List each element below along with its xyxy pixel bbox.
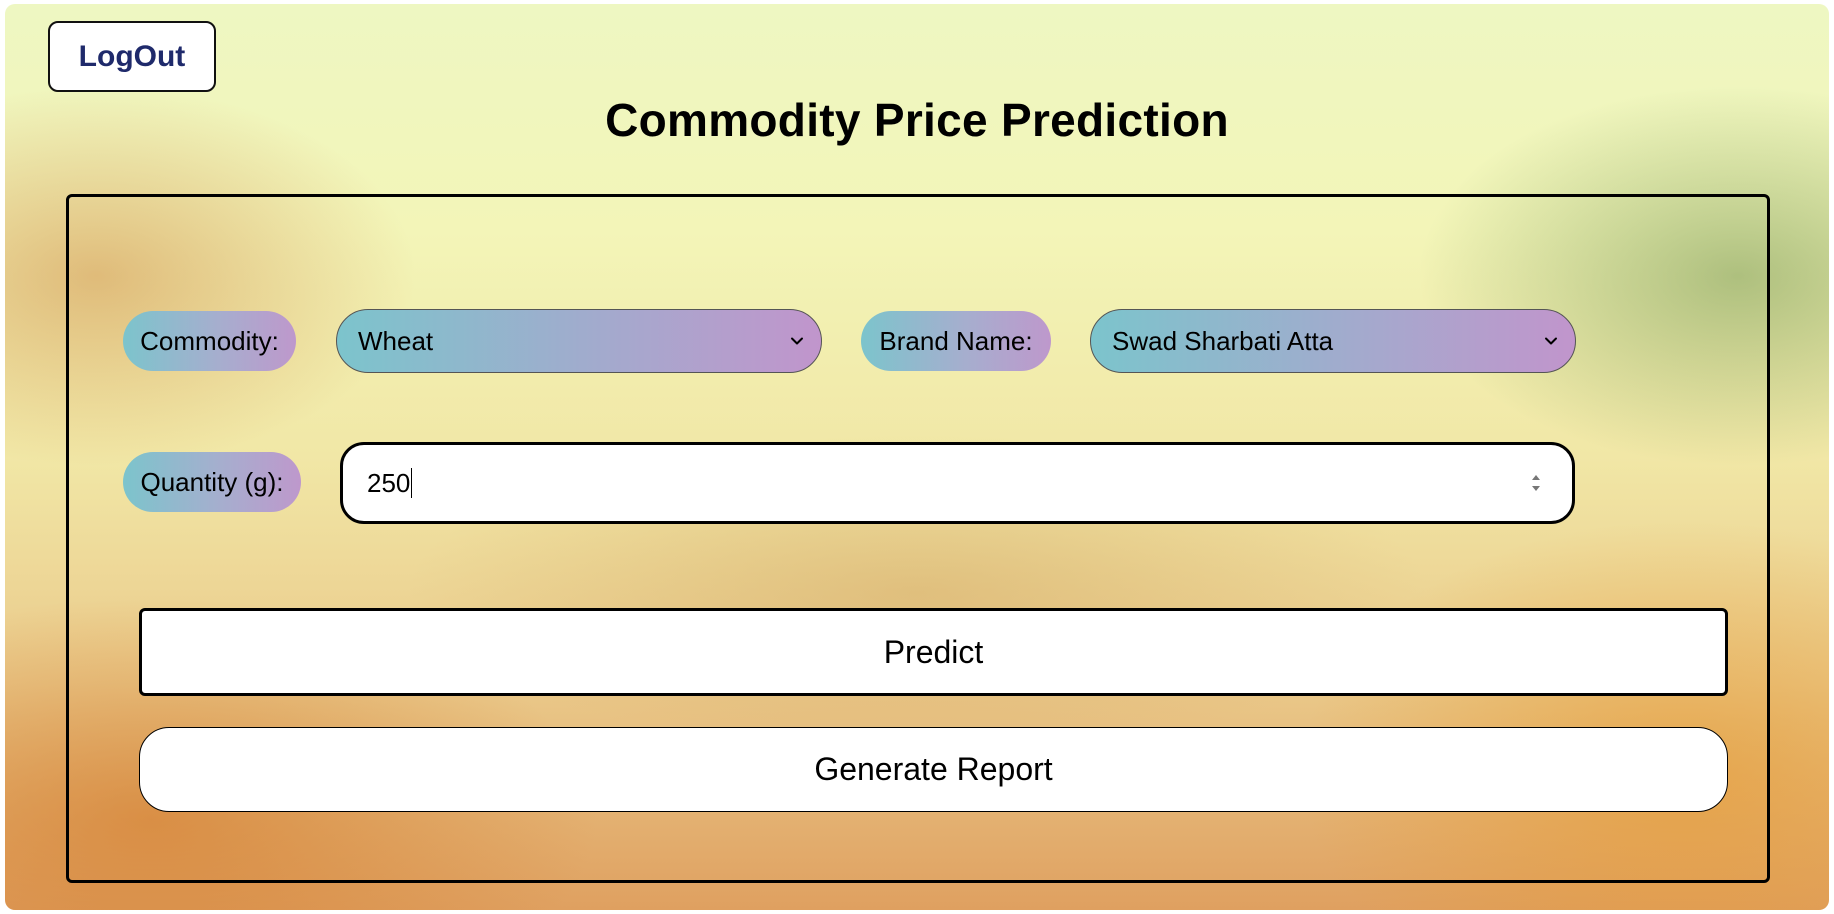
predict-button-label: Predict [883, 633, 984, 670]
prediction-form-panel [66, 194, 1770, 883]
predict-button[interactable]: Predict [139, 608, 1728, 696]
chevron-down-icon [1545, 337, 1557, 345]
brand-selected-value: Swad Sharbati Atta [1112, 325, 1334, 356]
generate-report-button-label: Generate Report [814, 751, 1053, 787]
chevron-down-icon [791, 337, 803, 345]
quantity-label: Quantity (g): [123, 452, 301, 512]
commodity-label: Commodity: [123, 311, 296, 371]
quantity-input[interactable]: 250 [340, 442, 1575, 524]
commodity-select[interactable]: Wheat [336, 309, 822, 373]
text-caret [411, 468, 413, 498]
logout-button[interactable]: LogOut [48, 21, 216, 92]
page-title: Commodity Price Prediction [605, 94, 1229, 146]
brand-name-label: Brand Name: [861, 311, 1051, 371]
quantity-value: 250 [367, 467, 411, 498]
brand-name-select[interactable]: Swad Sharbati Atta [1090, 309, 1576, 373]
generate-report-button[interactable]: Generate Report [139, 727, 1728, 812]
commodity-selected-value: Wheat [358, 325, 434, 356]
number-stepper-icon[interactable] [1530, 472, 1542, 494]
logout-button-label: LogOut [78, 39, 186, 73]
